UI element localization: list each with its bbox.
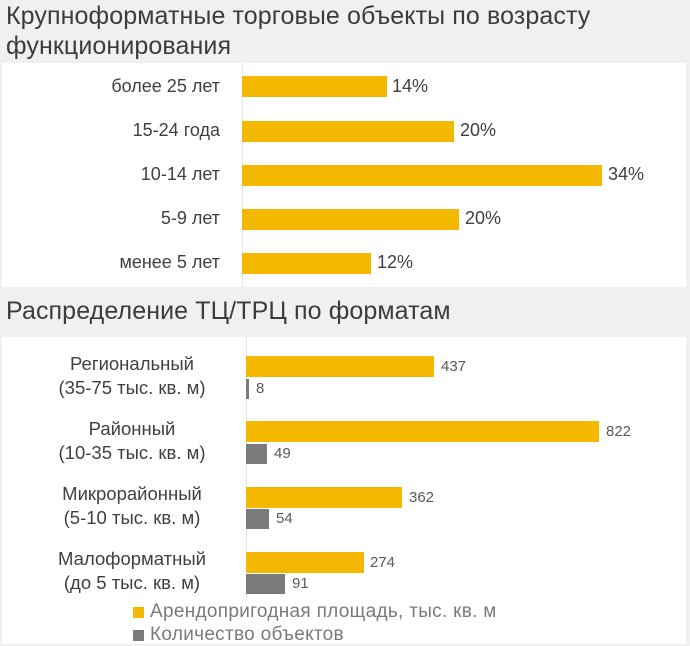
chart1-value-label: 14% xyxy=(392,76,429,96)
chart2-plot-area: Региональный (35-75 тыс. кв. м) 437 8 Ра… xyxy=(2,337,686,644)
chart2-count-bar xyxy=(246,574,285,594)
chart1-value-label: 20% xyxy=(460,120,497,140)
legend-label-area: Арендопригодная площадь, тыс. кв. м xyxy=(150,601,497,622)
chart1-value-label: 12% xyxy=(377,252,414,272)
legend-swatch-gray-icon xyxy=(133,629,144,641)
chart2-count-value: 54 xyxy=(276,510,293,527)
legend-item-count: Количество объектов xyxy=(133,624,344,646)
chart1-bar xyxy=(242,253,371,274)
chart1-bar xyxy=(242,76,387,97)
chart2-category-label: Районный (10-35 тыс. кв. м) xyxy=(32,417,232,465)
chart2-category-name: Микрорайонный xyxy=(62,483,202,504)
chart2-area-bar xyxy=(246,421,599,442)
chart2-category-label: Региональный (35-75 тыс. кв. м) xyxy=(32,352,232,400)
chart2-title: Распределение ТЦ/ТРЦ по форматам xyxy=(6,297,451,325)
chart2-category-label: Малоформатный (до 5 тыс. кв. м) xyxy=(32,547,232,595)
chart2-category-range: (5-10 тыс. кв. м) xyxy=(63,507,201,528)
chart1-title-line1: Крупноформатные торговые объекты по возр… xyxy=(6,2,591,30)
chart2-area-value: 274 xyxy=(370,554,396,571)
chart2-category-name: Районный xyxy=(88,418,176,439)
legend-swatch-yellow-icon xyxy=(133,606,144,618)
chart2-area-value: 822 xyxy=(606,423,632,440)
chart2-category-range: (до 5 тыс. кв. м) xyxy=(63,572,201,593)
chart2-category-name: Региональный xyxy=(70,353,194,374)
chart2-area-bar xyxy=(246,552,364,573)
chart2-count-bar xyxy=(246,444,267,464)
chart2-area-bar xyxy=(246,356,434,377)
chart1-title-line2: функционирования xyxy=(6,32,232,60)
chart2-count-bar xyxy=(246,379,249,399)
chart2-y-axis xyxy=(246,337,247,597)
chart2-count-value: 91 xyxy=(292,575,309,592)
chart2-area-value: 437 xyxy=(441,358,467,375)
legend-item-area: Арендопригодная площадь, тыс. кв. м xyxy=(133,601,497,623)
chart2-count-bar xyxy=(246,509,269,529)
chart1-category-label: менее 5 лет xyxy=(119,252,220,272)
chart2-category-name: Малоформатный xyxy=(58,548,206,569)
chart1-category-label: 5-9 лет xyxy=(160,208,220,228)
chart2-area-bar xyxy=(246,487,402,508)
chart2-count-value: 8 xyxy=(256,380,265,397)
chart2-category-label: Микрорайонный (5-10 тыс. кв. м) xyxy=(32,482,232,530)
legend-label-count: Количество объектов xyxy=(150,624,344,645)
chart1-category-label: 15-24 года xyxy=(132,120,220,140)
chart1-category-label: 10-14 лет xyxy=(140,164,220,184)
chart1-value-label: 20% xyxy=(465,208,502,228)
chart1-value-label: 34% xyxy=(608,164,645,184)
chart2-area-value: 362 xyxy=(409,489,435,506)
chart1-bar xyxy=(242,121,454,142)
chart2-count-value: 49 xyxy=(274,445,291,462)
chart2-category-range: (10-35 тыс. кв. м) xyxy=(58,442,206,463)
chart2-category-range: (35-75 тыс. кв. м) xyxy=(58,377,206,398)
chart1-plot-area: более 25 лет 14% 15-24 года 20% 10-14 ле… xyxy=(2,63,686,287)
chart1-bar xyxy=(242,165,602,186)
chart1-bar xyxy=(242,209,459,230)
chart1-category-label: более 25 лет xyxy=(111,76,220,96)
chart1-title: Крупноформатные торговые объекты по возр… xyxy=(6,1,590,61)
